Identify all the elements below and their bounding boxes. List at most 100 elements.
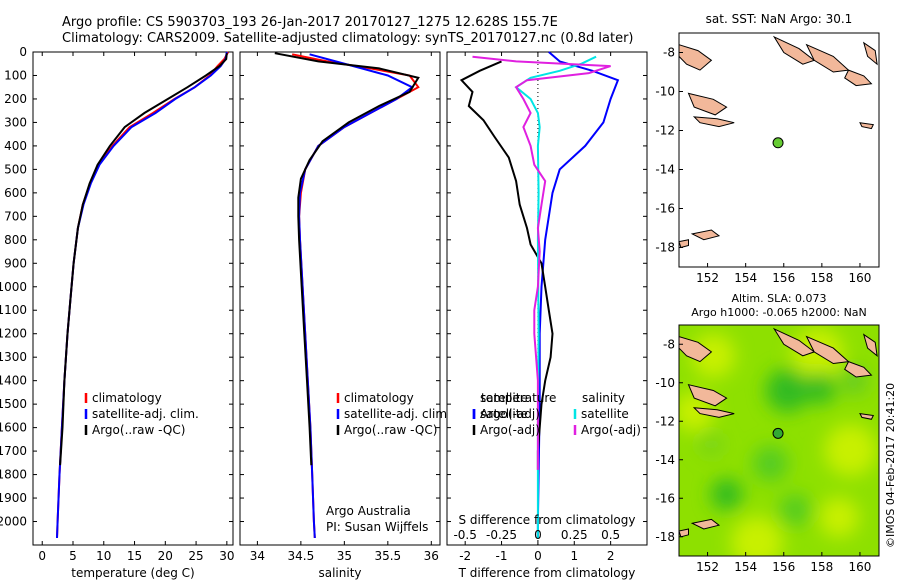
sst-map-land (859, 122, 875, 130)
salinity-difference-tick-label: 0.5 (601, 528, 620, 542)
salinity-difference-tick-label: 0.25 (561, 528, 588, 542)
legend-header-temperature: temperature (481, 391, 556, 405)
sst-map-xtick-label: 152 (696, 271, 719, 285)
sla-map-land (772, 327, 816, 357)
depth-tick-label: 500 (4, 162, 27, 176)
sla-anomaly-blob (824, 424, 877, 477)
sla-map-argo-marker (772, 427, 784, 439)
difference-xtick-label: 0 (534, 549, 542, 563)
sst-map-ytick-label: -8 (663, 46, 675, 60)
temperature-xtick-label: 10 (96, 549, 111, 563)
depth-tick-label: 1300 (0, 350, 27, 364)
legend-header-salinity: salinity (582, 391, 625, 405)
sla-map-frame (678, 324, 880, 557)
depth-tick-label: 1100 (0, 303, 27, 317)
temperature-panel: 0 5 10 15 20 25 300100200300400500600700800900… (0, 45, 234, 580)
depth-tick-label: 2000 (0, 515, 27, 529)
depth-tick-label: 1000 (0, 280, 27, 294)
sla-map-ytick-label: -14 (655, 453, 675, 467)
sst-map-land (805, 43, 850, 73)
salinity-xtick-label: 35 (337, 549, 352, 563)
depth-tick-label: 100 (4, 68, 27, 82)
sst-map-land (772, 35, 816, 65)
sst-map-ytick-label: -12 (655, 124, 675, 138)
sla-map-ytick-label: -10 (655, 376, 675, 390)
difference-series-line (472, 55, 611, 470)
figure-title-line1: Argo profile: CS 5903703_193 26-Jan-2017… (62, 15, 558, 30)
sla-anomaly-blob (731, 516, 784, 556)
temperature-panel-frame (32, 51, 234, 546)
depth-tick-label: 200 (4, 92, 27, 106)
sst-map-xtick-label: 158 (810, 271, 833, 285)
difference-salinity-legend-label: Argo(-adj) (581, 423, 641, 437)
difference-xtick-label: -1 (496, 549, 508, 563)
salinity-xtick-label: 34 (250, 549, 265, 563)
sst-map-land (690, 229, 721, 241)
sst-map-land (862, 41, 878, 66)
temperature-legend-label: climatology (92, 391, 162, 405)
depth-tick-label: 1500 (0, 397, 27, 411)
sla-map-land (690, 518, 721, 530)
sst-map-ytick-label: -18 (655, 241, 675, 255)
salinity-xtick-label: 36 (424, 549, 439, 563)
sla-field-blobs (679, 327, 877, 556)
salinity-difference-tick-label: -0.5 (453, 528, 476, 542)
sla-anomaly-blob (710, 478, 743, 511)
temperature-xtick-label: 5 (69, 549, 77, 563)
sla-map-land (805, 335, 850, 365)
figure-title-line2: Climatology: CARS2009. Satellite-adjuste… (62, 31, 634, 46)
depth-tick-label: 1200 (0, 327, 27, 341)
depth-tick-label: 1900 (0, 491, 27, 505)
salinity-legend-label: satellite-adj. clim. (344, 407, 451, 421)
difference-temperature-legend-label: satellite (480, 407, 528, 421)
sla-map-land (679, 336, 713, 363)
institution-annotation: Argo Australia (326, 504, 411, 518)
sla-map-title-line2: Argo h1000: -0.065 h2000: NaN (691, 306, 867, 319)
sla-map-xtick-label: 154 (734, 560, 757, 574)
sla-field (679, 325, 879, 556)
depth-tick-label: 1400 (0, 374, 27, 388)
salinity-panel-frame (239, 51, 441, 546)
sla-map-land (844, 360, 873, 378)
temperature-legend-label: satellite-adj. clim. (92, 407, 199, 421)
depth-tick-label: 600 (4, 186, 27, 200)
sla-anomaly-blob (819, 497, 859, 538)
temperature-xtick-label: 0 (38, 549, 46, 563)
depth-tick-label: 800 (4, 233, 27, 247)
temperature-xtick-label: 20 (158, 549, 173, 563)
difference-xtick-label: 1 (570, 549, 578, 563)
salinity-xtick-label: 35.5 (374, 549, 401, 563)
salinity-difference-axis-label: S difference from climatology (459, 513, 636, 527)
difference-temp-legend-label: Argo(-adj) (480, 407, 540, 421)
sst-map-land (844, 69, 873, 87)
salinity-axis-label: salinity (318, 566, 361, 580)
salinity-legend-label: Argo(..raw -QC) (344, 423, 437, 437)
temperature-xtick-label: 15 (127, 549, 142, 563)
temperature-axis-label: temperature (deg C) (71, 566, 194, 580)
sst-map-title: sat. SST: NaN Argo: 30.1 (706, 12, 853, 26)
sla-anomaly-blob (752, 445, 789, 482)
temperature-xtick-label: 30 (219, 549, 234, 563)
difference-temperature-legend-label: Argo(-adj) (480, 423, 540, 437)
sst-map-ytick-label: -16 (655, 202, 675, 216)
salinity-series-line (274, 52, 420, 466)
sla-map-xtick-label: 156 (772, 560, 795, 574)
salinity-panel: 34 34.5 35 35.5 36 salinity climatology satelli… (239, 51, 451, 580)
sla-map-land (859, 412, 875, 420)
depth-tick-label: 1600 (0, 421, 27, 435)
temperature-series-line (59, 53, 228, 466)
sla-map-ytick-label: -16 (655, 491, 675, 505)
sla-map-xtick-label: 152 (696, 560, 719, 574)
difference-xtick-label: 2 (607, 549, 615, 563)
pi-annotation: PI: Susan Wijffels (326, 520, 428, 534)
sla-map-xtick-label: 158 (810, 560, 833, 574)
difference-salinity-legend-label: satellite (581, 407, 629, 421)
sla-map-ytick-label: -18 (655, 530, 675, 544)
sst-map-xtick-label: 154 (734, 271, 757, 285)
difference-panel: -2 -1 0 1 2 -0.5 -0.25 0 0.25 0.5S difference fro… (446, 51, 648, 580)
sst-map-land (692, 116, 735, 128)
depth-tick-label: 0 (19, 45, 27, 59)
difference-series-line (459, 60, 554, 470)
sla-anomaly-blob (699, 432, 724, 457)
depth-tick-label: 1700 (0, 444, 27, 458)
